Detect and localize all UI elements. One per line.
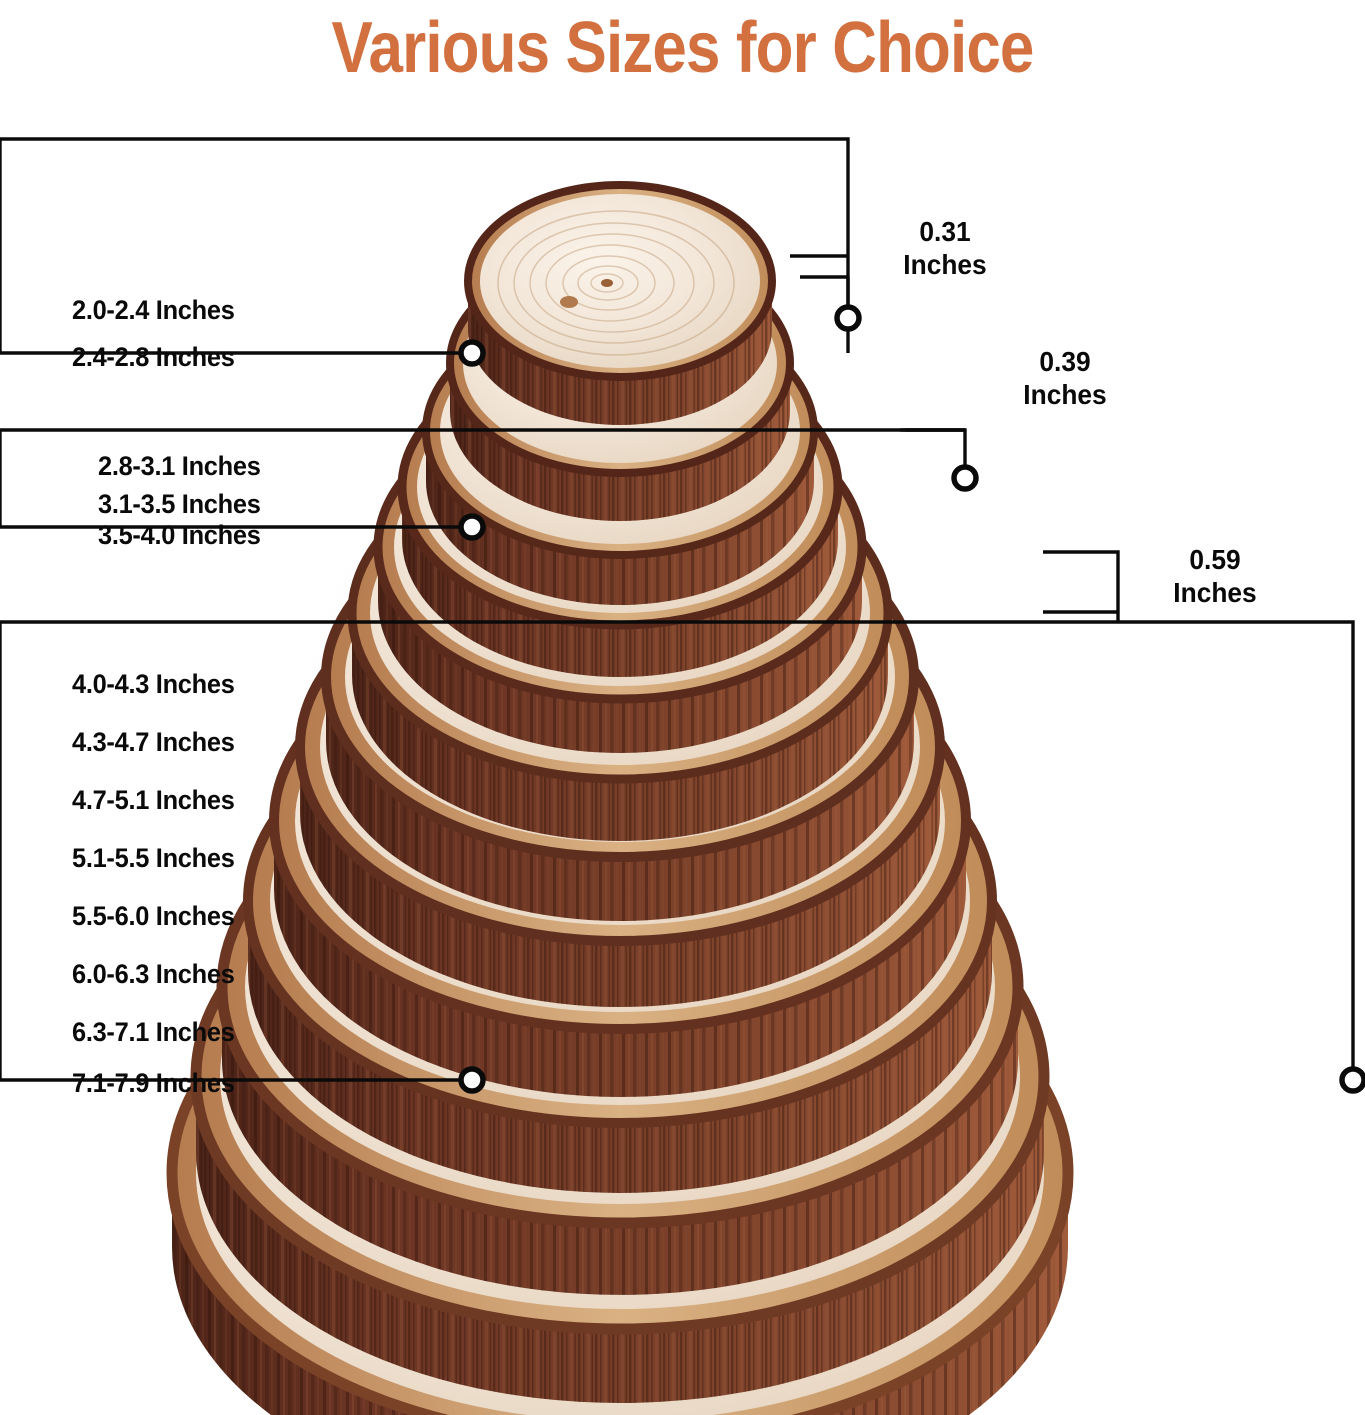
size-label-3-1-3-5: 3.1-3.5 Inches [98, 489, 261, 519]
size-label-5-5-6-0: 5.5-6.0 Inches [72, 901, 235, 931]
size-label-4-3-4-7: 4.3-4.7 Inches [72, 727, 235, 757]
thickness-label-031: 0.31 Inches [884, 215, 1006, 281]
page-title: Various Sizes for Choice [331, 7, 1034, 88]
thickness-label-039: 0.39 Inches [1004, 345, 1126, 411]
size-label-7-1-7-9: 7.1-7.9 Inches [72, 1068, 235, 1098]
size-label-2-0-2-4: 2.0-2.4 Inches [72, 295, 235, 325]
thickness-label-059: 0.59 Inches [1154, 543, 1276, 609]
thickness-unit-059: Inches [1173, 577, 1257, 609]
size-label-4-7-5-1: 4.7-5.1 Inches [72, 785, 235, 815]
size-label-6-3-7-1: 6.3-7.1 Inches [72, 1017, 235, 1047]
thickness-unit-031: Inches [903, 249, 987, 281]
size-label-2-8-3-1: 2.8-3.1 Inches [98, 451, 261, 481]
size-label-6-0-6-3: 6.0-6.3 Inches [72, 959, 235, 989]
thickness-value-059: 0.59 [1189, 544, 1241, 575]
size-label-3-5-4-0: 3.5-4.0 Inches [98, 520, 261, 550]
thickness-unit-039: Inches [1023, 379, 1107, 411]
size-label-4-0-4-3: 4.0-4.3 Inches [72, 669, 235, 699]
size-label-5-1-5-5: 5.1-5.5 Inches [72, 843, 235, 873]
thickness-value-031: 0.31 [919, 216, 971, 247]
thickness-value-039: 0.39 [1039, 346, 1091, 377]
size-label-2-4-2-8: 2.4-2.8 Inches [72, 342, 235, 372]
